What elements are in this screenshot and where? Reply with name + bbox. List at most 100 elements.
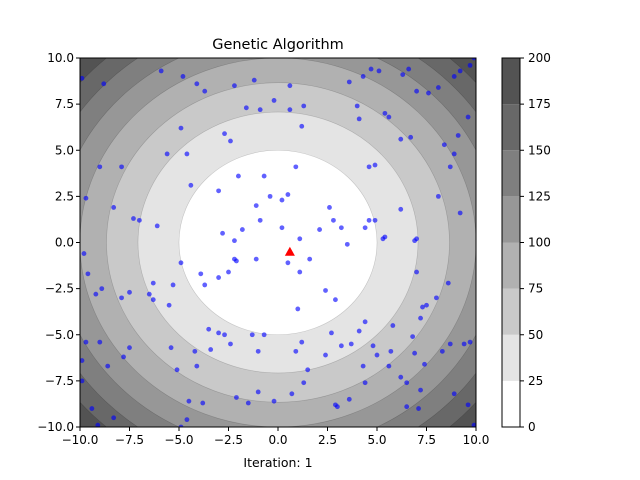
population-point bbox=[80, 75, 85, 81]
x-tick-label: 0.0 bbox=[268, 433, 287, 447]
y-tick-label: 10.0 bbox=[47, 51, 74, 65]
x-tick-label: 2.5 bbox=[318, 433, 337, 447]
population-point bbox=[398, 206, 404, 212]
population-point bbox=[198, 271, 204, 277]
population-point bbox=[146, 291, 152, 297]
colorbar-band bbox=[502, 242, 520, 289]
population-point bbox=[323, 288, 328, 293]
population-point bbox=[455, 133, 461, 138]
colorbar-tick-label: 150 bbox=[528, 143, 551, 157]
population-point bbox=[386, 114, 392, 120]
population-point bbox=[467, 62, 473, 68]
population-point bbox=[228, 138, 233, 144]
x-tick-label: −5.0 bbox=[164, 433, 193, 447]
population-point bbox=[418, 315, 423, 321]
population-point bbox=[435, 85, 441, 90]
population-point bbox=[232, 83, 237, 89]
population-point bbox=[297, 269, 303, 275]
x-tick-label: −7.5 bbox=[115, 433, 144, 447]
population-point bbox=[121, 354, 126, 360]
contour-line bbox=[106, 82, 450, 403]
population-point bbox=[457, 68, 463, 74]
population-point bbox=[287, 107, 293, 113]
population-point bbox=[111, 205, 117, 210]
population-point bbox=[362, 319, 368, 325]
colorbar-tick-label: 25 bbox=[528, 374, 543, 388]
population-point bbox=[317, 227, 322, 232]
population-point bbox=[445, 280, 451, 286]
population-point bbox=[366, 164, 372, 170]
population-point bbox=[412, 350, 418, 356]
contour-line bbox=[178, 149, 378, 336]
population-point bbox=[80, 358, 85, 363]
population-point bbox=[285, 192, 291, 197]
population-point bbox=[222, 332, 227, 338]
population-point bbox=[271, 98, 277, 103]
population-point bbox=[85, 271, 91, 277]
population-point bbox=[301, 380, 307, 386]
population-point bbox=[249, 332, 255, 338]
population-point bbox=[158, 68, 164, 74]
population-point bbox=[451, 74, 457, 79]
y-tick-label: −10.0 bbox=[37, 420, 74, 434]
chart-title: Genetic Algorithm bbox=[212, 37, 344, 53]
population-point bbox=[416, 406, 421, 411]
population-point bbox=[370, 343, 376, 349]
y-tick-label: 2.5 bbox=[55, 189, 74, 203]
population-point bbox=[186, 398, 192, 404]
population-point bbox=[168, 345, 174, 351]
population-point bbox=[447, 341, 453, 347]
population-point bbox=[222, 131, 227, 137]
population-point bbox=[206, 326, 212, 332]
population-point bbox=[105, 363, 111, 369]
population-point bbox=[360, 363, 366, 369]
population-point bbox=[226, 269, 231, 275]
population-point bbox=[127, 289, 132, 295]
population-point bbox=[245, 400, 251, 406]
population-point bbox=[257, 217, 263, 223]
population-point bbox=[178, 260, 184, 266]
population-point bbox=[261, 332, 267, 338]
population-point bbox=[368, 66, 374, 72]
population-point bbox=[356, 328, 362, 334]
y-tick-label: 5.0 bbox=[55, 143, 74, 157]
population-point bbox=[257, 107, 263, 113]
colorbar: 0 25 50 75 100 125 150 175 200 bbox=[501, 51, 551, 434]
population-point bbox=[285, 260, 291, 266]
colorbar-tick-label: 125 bbox=[528, 189, 551, 203]
population-point bbox=[404, 404, 410, 410]
x-axis-label: Iteration: 1 bbox=[243, 455, 312, 470]
colorbar-band bbox=[502, 380, 520, 427]
colorbar-tick-label: 175 bbox=[528, 97, 551, 111]
population-point bbox=[327, 205, 332, 210]
population-point bbox=[99, 286, 105, 292]
population-point bbox=[362, 380, 368, 386]
y-tick-label: −7.5 bbox=[45, 374, 74, 388]
population-point bbox=[414, 269, 419, 275]
population-point bbox=[216, 188, 222, 194]
y-tick-label: 7.5 bbox=[55, 97, 74, 111]
population-point bbox=[127, 345, 132, 351]
population-point bbox=[297, 236, 303, 242]
population-point bbox=[410, 334, 416, 339]
population-point bbox=[426, 90, 431, 96]
population-point bbox=[348, 341, 354, 347]
population-point bbox=[164, 151, 170, 157]
population-point bbox=[356, 116, 362, 122]
population-point bbox=[184, 151, 190, 157]
population-point bbox=[97, 164, 103, 170]
population-point bbox=[236, 173, 241, 179]
population-point bbox=[293, 164, 299, 170]
population-point bbox=[372, 217, 378, 223]
population-point bbox=[329, 330, 334, 336]
colorbar-band bbox=[502, 104, 520, 151]
population-point bbox=[119, 164, 124, 170]
population-point bbox=[376, 68, 382, 74]
population-point bbox=[150, 280, 156, 286]
y-tick-label: −5.0 bbox=[45, 328, 74, 342]
colorbar-band bbox=[502, 58, 520, 105]
population-point bbox=[354, 103, 360, 109]
population-point bbox=[216, 275, 222, 280]
population-point bbox=[279, 197, 285, 203]
